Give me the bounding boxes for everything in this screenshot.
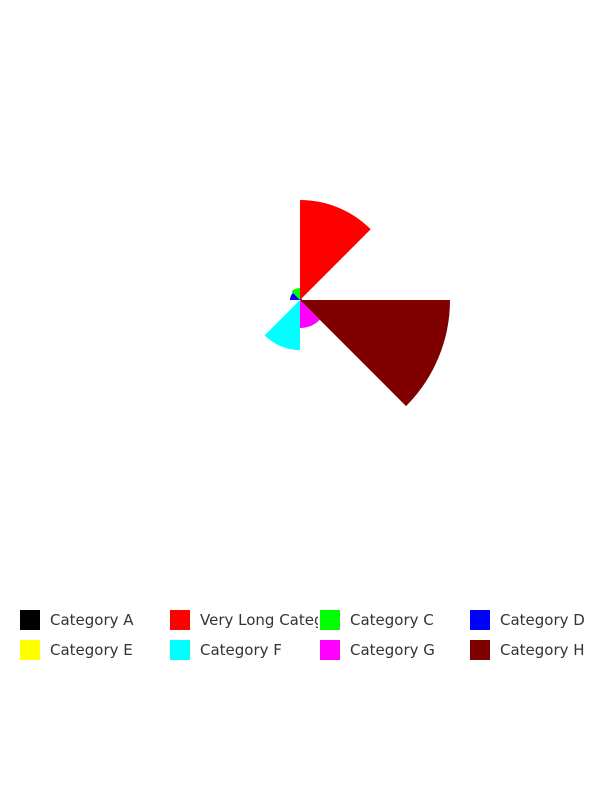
legend-label-1: Very Long Category Name B [200, 611, 318, 629]
legend-label-5: Category F [200, 641, 282, 659]
legend-item-5[interactable]: Category F [170, 639, 320, 661]
legend-item-7[interactable]: Category H [470, 639, 600, 661]
legend-swatch-5 [170, 640, 190, 660]
slice-5 [264, 300, 300, 350]
legend-label-2: Category C [350, 611, 434, 629]
slice-6 [300, 300, 320, 329]
slice-0 [300, 298, 302, 300]
legend-swatch-0 [20, 610, 40, 630]
legend-swatch-2 [320, 610, 340, 630]
legend-item-0[interactable]: Category A [20, 609, 170, 631]
legend-swatch-4 [20, 640, 40, 660]
slice-2 [291, 288, 300, 300]
chart-slices [264, 200, 450, 407]
legend-swatch-6 [320, 640, 340, 660]
legend-label-0: Category A [50, 611, 134, 629]
legend-label-7: Category H [500, 641, 585, 659]
legend-swatch-1 [170, 610, 190, 630]
legend-label-4: Category E [50, 641, 133, 659]
legend-label-3: Category D [500, 611, 585, 629]
chart-legend: Category A Very Long Category Name B Categ… [20, 609, 600, 669]
slice-1 [300, 200, 371, 300]
legend-swatch-3 [470, 610, 490, 630]
legend-swatch-7 [470, 640, 490, 660]
slice-3 [290, 292, 300, 300]
legend-label-6: Category G [350, 641, 435, 659]
legend-item-4[interactable]: Category E [20, 639, 170, 661]
legend-item-6[interactable]: Category G [320, 639, 470, 661]
legend-item-3[interactable]: Category D [470, 609, 600, 631]
legend-item-1[interactable]: Very Long Category Name B [170, 609, 320, 631]
slice-7 [300, 300, 450, 407]
legend-item-2[interactable]: Category C [320, 609, 470, 631]
